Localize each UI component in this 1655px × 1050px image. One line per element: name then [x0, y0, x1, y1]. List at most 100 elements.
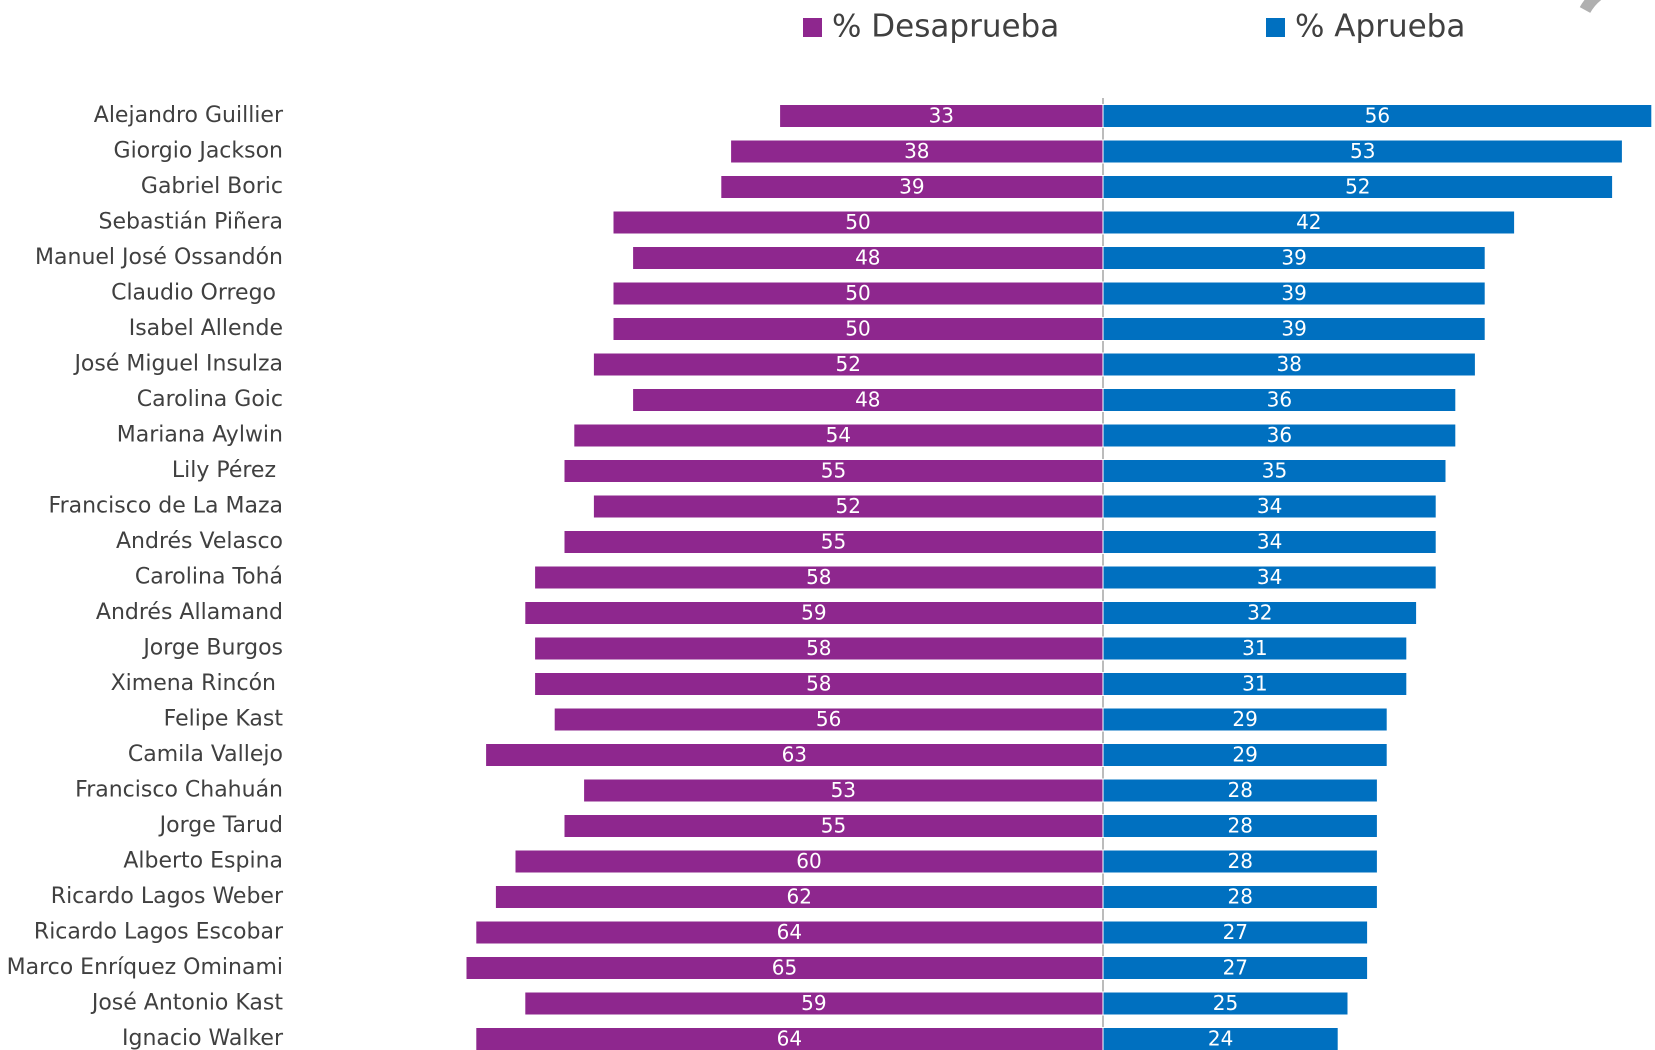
bar: [1102, 565, 1437, 590]
category-label: Gabriel Boric: [141, 174, 283, 199]
value-label: 42: [1296, 210, 1321, 234]
category-label: Carolina Tohá: [135, 565, 283, 590]
bar: [1102, 494, 1437, 519]
bar: [1102, 352, 1476, 377]
value-label: 56: [1365, 104, 1390, 128]
value-label: 29: [1232, 707, 1257, 731]
category-label: Claudio Orrego: [111, 281, 283, 306]
value-label: 28: [1227, 778, 1252, 802]
bar: [1102, 388, 1457, 412]
value-label: 39: [1281, 281, 1306, 305]
value-label: 32: [1247, 601, 1272, 625]
category-label: Giorgio Jackson: [114, 139, 283, 164]
category-label: Andrés Allamand: [96, 600, 283, 625]
bar: [1102, 317, 1486, 341]
value-label: 38: [904, 139, 929, 163]
bar: [1102, 920, 1369, 945]
bar: [1102, 672, 1408, 696]
legend-label: % Aprueba: [1295, 9, 1465, 45]
value-label: 34: [1257, 565, 1282, 589]
value-label: 52: [835, 494, 860, 518]
value-label: 39: [1281, 317, 1306, 341]
category-label: Marco Enríquez Ominami: [7, 955, 283, 980]
value-label: 39: [1281, 246, 1306, 270]
category-label: Carolina Goic: [137, 387, 283, 412]
legend-swatch: [803, 18, 822, 37]
value-label: 48: [855, 246, 880, 270]
bar: [1102, 991, 1349, 1016]
value-label: 33: [929, 104, 954, 128]
value-label: 27: [1223, 956, 1248, 980]
value-label: 65: [772, 956, 797, 980]
value-label: 34: [1257, 494, 1282, 518]
value-label: 36: [1267, 388, 1292, 412]
value-label: 58: [806, 636, 831, 660]
value-label: 31: [1242, 636, 1267, 660]
value-label: 48: [855, 388, 880, 412]
category-label: Ignacio Walker: [122, 1026, 284, 1050]
bar: [1102, 459, 1447, 483]
category-label: Mariana Aylwin: [117, 423, 283, 448]
value-label: 28: [1227, 849, 1252, 873]
value-label: 62: [786, 885, 811, 909]
value-label: 29: [1232, 743, 1257, 767]
value-label: 24: [1208, 1027, 1233, 1050]
category-label: Alberto Espina: [123, 849, 283, 874]
bar: [1102, 175, 1614, 199]
value-label: 50: [845, 281, 870, 305]
category-label: Ricardo Lagos Escobar: [34, 920, 284, 945]
bar: [1102, 956, 1369, 980]
category-label: Lily Pérez: [172, 458, 283, 483]
legend-swatch: [1266, 18, 1285, 37]
bar: [1102, 530, 1437, 554]
bar: [1102, 778, 1378, 803]
logo-fragment: [1579, 0, 1602, 14]
value-label: 55: [821, 814, 846, 838]
value-label: 64: [777, 920, 802, 944]
bar: [1102, 849, 1378, 874]
value-label: 36: [1267, 423, 1292, 447]
bar: [1102, 601, 1418, 625]
category-label: Ximena Rincón: [111, 671, 283, 696]
category-label: Camila Vallejo: [128, 742, 283, 767]
category-label: Ricardo Lagos Weber: [51, 884, 284, 909]
category-label: Jorge Burgos: [141, 636, 283, 661]
value-label: 56: [816, 707, 841, 731]
value-label: 39: [899, 175, 924, 199]
bar: [1102, 743, 1388, 767]
value-label: 53: [831, 778, 856, 802]
category-label: Isabel Allende: [129, 316, 283, 341]
value-label: 52: [1345, 175, 1370, 199]
bar: [1102, 246, 1486, 270]
bar: [1102, 210, 1516, 235]
value-label: 35: [1262, 459, 1287, 483]
value-label: 64: [777, 1027, 802, 1050]
value-label: 59: [801, 991, 826, 1015]
value-label: 58: [806, 672, 831, 696]
value-label: 28: [1227, 814, 1252, 838]
value-label: 53: [1350, 139, 1375, 163]
value-label: 59: [801, 601, 826, 625]
bar: [1102, 707, 1388, 732]
category-label: Francisco de La Maza: [49, 494, 283, 519]
category-label: Jorge Tarud: [158, 813, 283, 838]
value-label: 50: [845, 210, 870, 234]
bar: [1102, 814, 1378, 838]
bar: [1102, 885, 1378, 909]
bar: [1102, 139, 1623, 164]
value-label: 34: [1257, 530, 1282, 554]
category-label: Manuel José Ossandón: [35, 245, 283, 270]
bar: [1102, 1027, 1339, 1050]
category-label: Alejandro Guillier: [94, 103, 284, 128]
value-label: 60: [796, 849, 821, 873]
bar: [1102, 281, 1486, 306]
value-label: 31: [1242, 672, 1267, 696]
value-label: 28: [1227, 885, 1252, 909]
category-label: Felipe Kast: [164, 707, 284, 732]
category-label: José Miguel Insulza: [72, 352, 283, 377]
value-label: 63: [782, 743, 807, 767]
category-label: Andrés Velasco: [116, 529, 283, 554]
bar: [1102, 104, 1653, 128]
